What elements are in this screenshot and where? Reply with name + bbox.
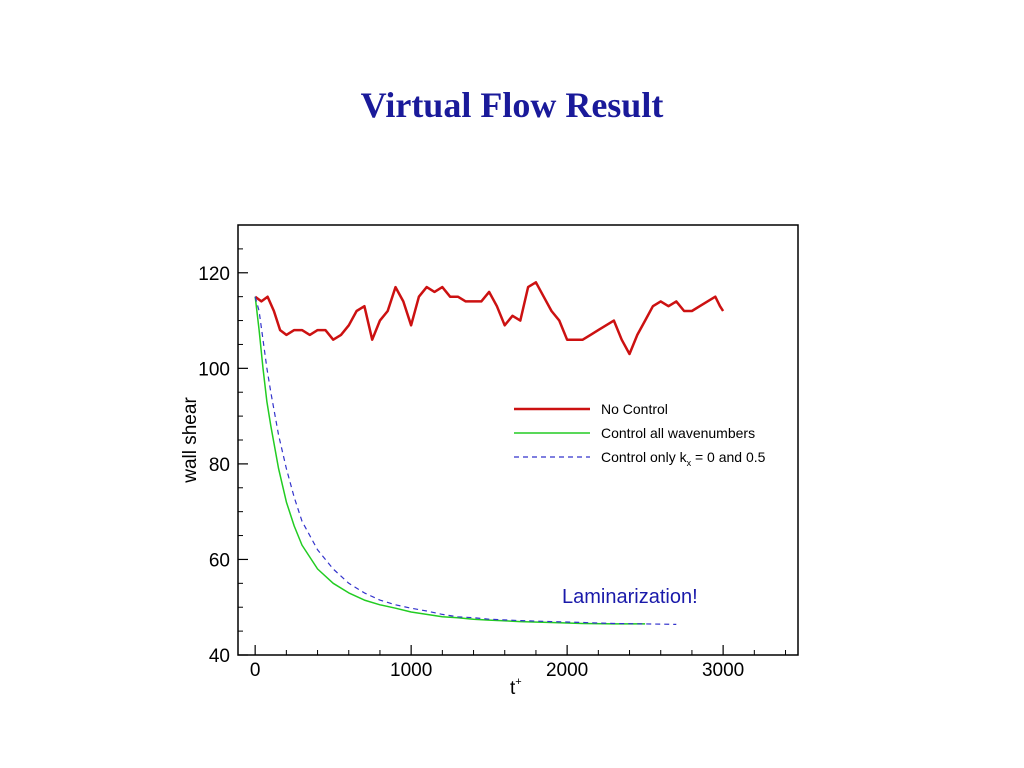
y-tick-label: 40 — [209, 646, 230, 667]
x-axis-ticks: 0 1000 2000 3000 — [250, 645, 787, 681]
series-line-no-control — [254, 281, 725, 356]
annotation-laminarization: Laminarization! — [562, 586, 698, 608]
x-tick-label: 2000 — [546, 660, 588, 681]
y-axis-ticks: 40 60 80 100 120 — [198, 224, 248, 667]
y-tick-label: 60 — [209, 550, 230, 571]
y-axis-label: wall shear — [180, 397, 201, 484]
x-tick-label: 1000 — [390, 660, 432, 681]
y-tick-label: 120 — [198, 264, 230, 285]
y-tick-label: 100 — [198, 359, 230, 380]
legend-label-no-control: No Control — [601, 401, 668, 417]
legend-label-control-kx: Control only kx = 0 and 0.5 — [601, 449, 766, 468]
series-line-control-kx — [254, 296, 677, 625]
series-line-control-all — [254, 296, 646, 625]
legend: No Control Control all wavenumbers Contr… — [514, 401, 766, 468]
legend-label-control-all: Control all wavenumbers — [601, 425, 755, 441]
y-tick-label: 80 — [209, 455, 230, 476]
series-layer — [254, 281, 725, 625]
x-tick-label: 0 — [250, 660, 261, 681]
x-tick-label: 3000 — [702, 660, 744, 681]
x-axis-label-superscript: + — [515, 676, 521, 688]
slide-title: Virtual Flow Result — [360, 85, 664, 125]
x-axis-label: t+ — [510, 676, 522, 699]
